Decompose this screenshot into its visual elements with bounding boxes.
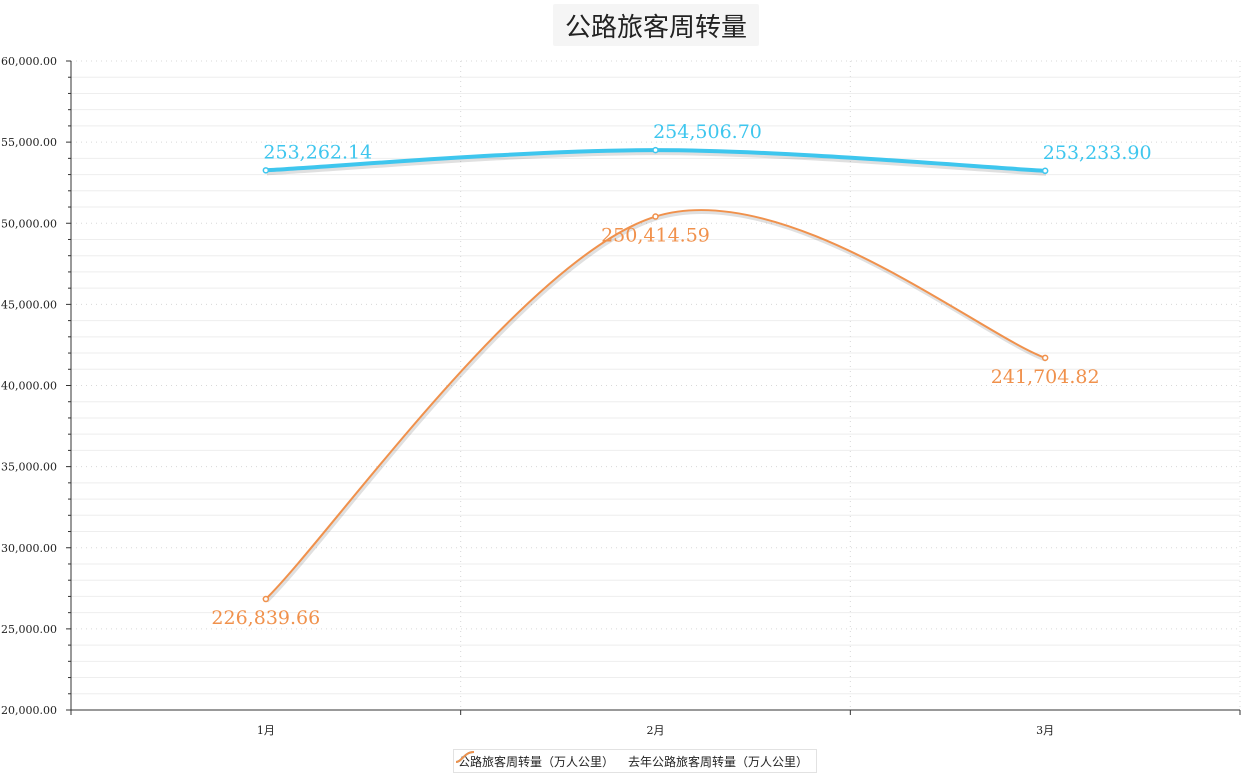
data-point: [1041, 354, 1049, 362]
chart-title: 公路旅客周转量: [553, 4, 759, 46]
legend-label-last-year: 去年公路旅客周转量（万人公里）: [628, 754, 809, 769]
series-line-shadow: [265, 210, 1047, 603]
data-label: 241,704.82: [991, 366, 1100, 388]
legend[interactable]: 公路旅客周转量（万人公里） 去年公路旅客周转量（万人公里）: [453, 749, 818, 773]
data-point: [1041, 167, 1049, 175]
x-tick-label: 3月: [1036, 724, 1054, 737]
y-tick-label: 250,000.00: [0, 217, 57, 230]
data-label: 250,414.59: [601, 225, 710, 247]
y-tick-label: 255,000.00: [0, 136, 57, 149]
data-point: [262, 595, 270, 603]
y-tick-label: 240,000.00: [0, 380, 57, 393]
y-tick-label: 260,000.00: [0, 55, 57, 68]
data-label: 226,839.66: [211, 607, 320, 629]
y-tick-label: 225,000.00: [0, 623, 57, 636]
y-tick-label: 220,000.00: [0, 704, 57, 717]
data-label: 253,233.90: [1043, 142, 1152, 164]
y-tick-label: 235,000.00: [0, 461, 57, 474]
legend-label-current: 公路旅客周转量（万人公里）: [458, 754, 615, 769]
legend-line-icon: [455, 751, 475, 763]
y-tick-label: 230,000.00: [0, 542, 57, 555]
data-label: 254,506.70: [653, 121, 762, 143]
data-label: 253,262.14: [263, 141, 372, 163]
data-point: [652, 213, 659, 220]
legend-item-current[interactable]: 公路旅客周转量（万人公里）: [455, 751, 615, 770]
x-tick-label: 1月: [257, 724, 275, 737]
y-tick-label: 245,000.00: [0, 298, 57, 311]
legend-item-last-year[interactable]: 去年公路旅客周转量（万人公里）: [455, 751, 809, 770]
x-tick-label: 2月: [647, 724, 665, 737]
data-point: [262, 167, 270, 174]
data-point: [652, 146, 659, 154]
series-line: [264, 209, 1047, 601]
